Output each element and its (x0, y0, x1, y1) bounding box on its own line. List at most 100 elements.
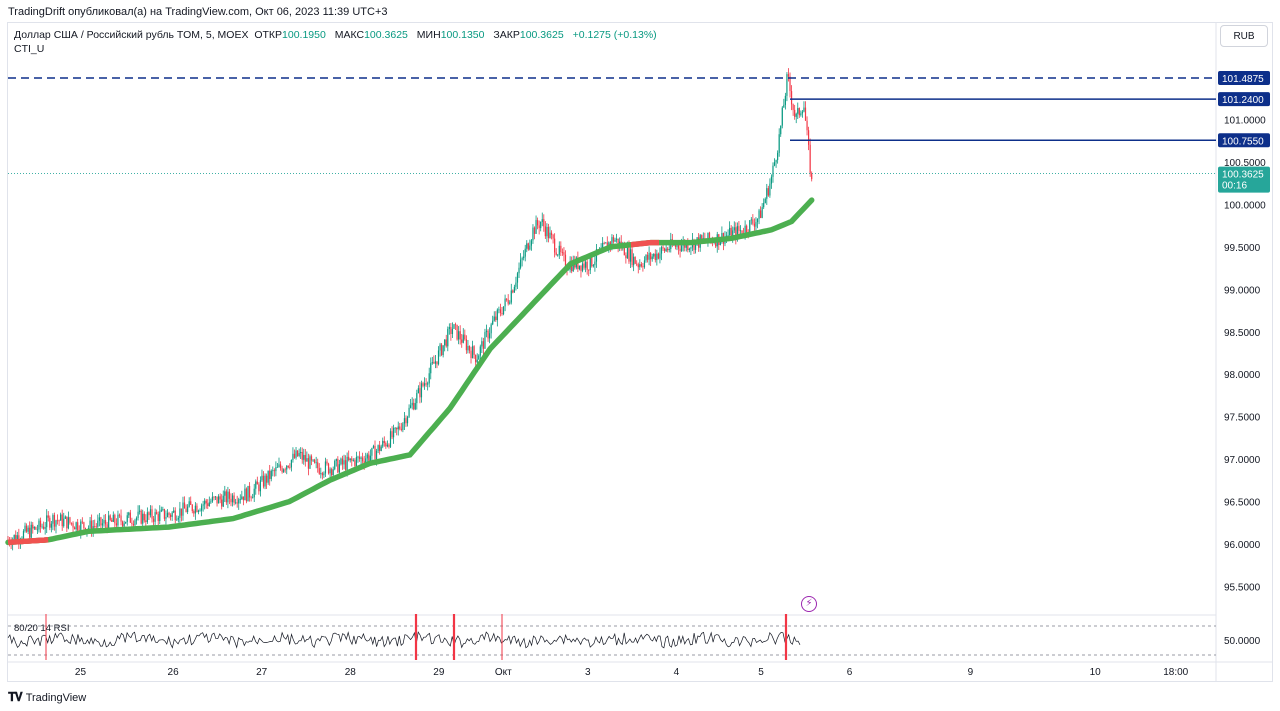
candle-body (792, 104, 794, 110)
candle-body (667, 248, 669, 251)
candle-body (292, 453, 294, 460)
candle-body (163, 509, 166, 519)
candle-body (763, 202, 765, 208)
candle-body (264, 475, 266, 487)
candle-body (363, 461, 365, 464)
candle-body (300, 451, 302, 454)
candle-body (461, 339, 463, 343)
candle-body (592, 265, 594, 267)
candle-body (637, 264, 639, 268)
y-tick-label: 99.0000 (1224, 285, 1261, 296)
candle-body (746, 225, 748, 233)
candle-body (366, 454, 368, 459)
y-tick-label: 99.5000 (1224, 243, 1261, 254)
candle-body (44, 527, 46, 529)
currency-button[interactable]: RUB (1220, 25, 1268, 47)
candle-body (780, 125, 782, 135)
candle-body (230, 498, 232, 503)
candle-body (18, 535, 20, 543)
candle-body (69, 517, 71, 523)
candle-body (614, 239, 616, 242)
candle-body (55, 520, 57, 527)
candle-body (346, 456, 348, 470)
candle-body (468, 345, 471, 351)
candle-body (634, 256, 636, 264)
candle-body (334, 460, 336, 470)
candle-body (448, 327, 450, 329)
candle-body (739, 230, 742, 232)
candle-body (15, 534, 17, 541)
candle-body (462, 334, 464, 343)
candle-body (64, 516, 66, 519)
indicator-legend[interactable]: CTI_U (14, 43, 45, 55)
candle-body (808, 130, 810, 145)
candle-body (603, 242, 605, 244)
candle-body (53, 515, 56, 527)
open-label: ОТКР (254, 29, 283, 41)
candle-body (98, 517, 100, 521)
candle-body (149, 509, 152, 516)
candle-body (535, 220, 537, 234)
price-level-tag (1218, 92, 1270, 107)
candle-body (293, 453, 296, 458)
candle-body (431, 362, 433, 364)
candle-body (519, 259, 522, 268)
candle-body (403, 418, 406, 424)
candle-body (152, 518, 155, 522)
candle-body (526, 243, 528, 249)
candle-body (326, 461, 328, 464)
candle-body (49, 517, 51, 528)
candle-body (549, 232, 551, 239)
candle-body (360, 457, 362, 460)
candle-body (557, 254, 559, 256)
candle-body (207, 503, 209, 507)
candle-body (628, 247, 630, 262)
candle-body (210, 501, 212, 503)
candle-body (540, 222, 542, 229)
candle-body (33, 527, 35, 529)
candle-body (228, 491, 231, 499)
candle-body (81, 521, 83, 523)
candle-body (224, 491, 226, 496)
candle-body (148, 512, 150, 516)
candle-body (493, 316, 495, 321)
candle-body (405, 418, 407, 424)
candle-body (588, 269, 590, 271)
candle-body (252, 497, 254, 499)
candle-body (255, 481, 257, 489)
candle-body (242, 496, 244, 501)
symbol-legend[interactable]: Доллар США / Российский рубль TOM, 5, MO… (14, 29, 663, 41)
candle-body (492, 320, 494, 325)
candle-body (674, 244, 677, 247)
candle-body (349, 458, 351, 461)
candle-body (111, 519, 113, 522)
candle-body (609, 242, 611, 246)
candle-body (91, 520, 93, 533)
candle-body (631, 249, 633, 266)
candle-body (420, 383, 423, 398)
candle-body (70, 522, 73, 524)
candle-body (156, 512, 158, 515)
candle-body (479, 346, 481, 356)
candle-body (253, 488, 255, 498)
candle-body (104, 520, 107, 525)
candle-body (269, 470, 271, 479)
candle-body (586, 261, 588, 270)
candle-body (413, 402, 415, 410)
lightning-icon[interactable]: ⚡ (801, 596, 817, 612)
candle-body (283, 469, 285, 472)
candle-body (423, 383, 426, 386)
candle-body (97, 520, 99, 527)
candle-body (640, 264, 642, 267)
candle-body (134, 520, 136, 526)
y-tick-label: 97.5000 (1224, 413, 1261, 424)
candle-body (558, 245, 560, 255)
candle-body (306, 458, 308, 462)
candle-body (177, 517, 179, 520)
candle-body (766, 188, 768, 199)
candle-body (100, 517, 102, 526)
candle-body (798, 108, 800, 116)
candle-body (636, 263, 638, 265)
candle-body (106, 524, 108, 531)
